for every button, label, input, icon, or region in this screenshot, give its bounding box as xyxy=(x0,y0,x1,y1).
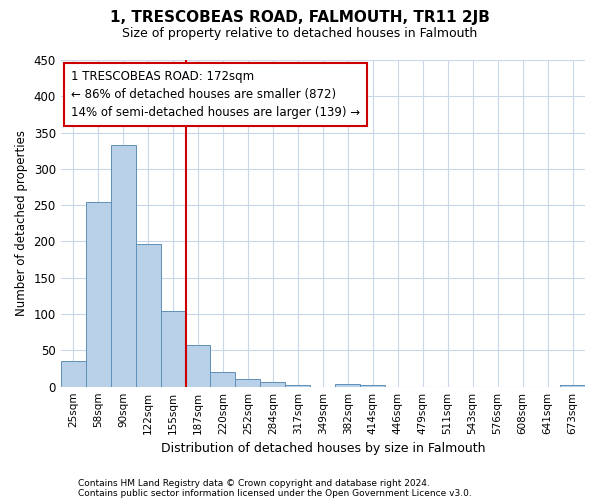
Text: Contains public sector information licensed under the Open Government Licence v3: Contains public sector information licen… xyxy=(78,488,472,498)
Bar xyxy=(560,384,585,386)
Bar xyxy=(235,378,260,386)
Bar xyxy=(61,362,86,386)
Y-axis label: Number of detached properties: Number of detached properties xyxy=(15,130,28,316)
Bar xyxy=(211,372,235,386)
Bar xyxy=(110,145,136,386)
Bar xyxy=(260,382,286,386)
Text: 1 TRESCOBEAS ROAD: 172sqm
← 86% of detached houses are smaller (872)
14% of semi: 1 TRESCOBEAS ROAD: 172sqm ← 86% of detac… xyxy=(71,70,360,119)
Bar xyxy=(335,384,360,386)
Bar xyxy=(286,384,310,386)
X-axis label: Distribution of detached houses by size in Falmouth: Distribution of detached houses by size … xyxy=(161,442,485,455)
Text: 1, TRESCOBEAS ROAD, FALMOUTH, TR11 2JB: 1, TRESCOBEAS ROAD, FALMOUTH, TR11 2JB xyxy=(110,10,490,25)
Bar xyxy=(360,384,385,386)
Bar xyxy=(161,311,185,386)
Text: Size of property relative to detached houses in Falmouth: Size of property relative to detached ho… xyxy=(122,28,478,40)
Bar xyxy=(185,346,211,387)
Bar xyxy=(86,202,110,386)
Bar xyxy=(136,244,161,386)
Text: Contains HM Land Registry data © Crown copyright and database right 2024.: Contains HM Land Registry data © Crown c… xyxy=(78,478,430,488)
